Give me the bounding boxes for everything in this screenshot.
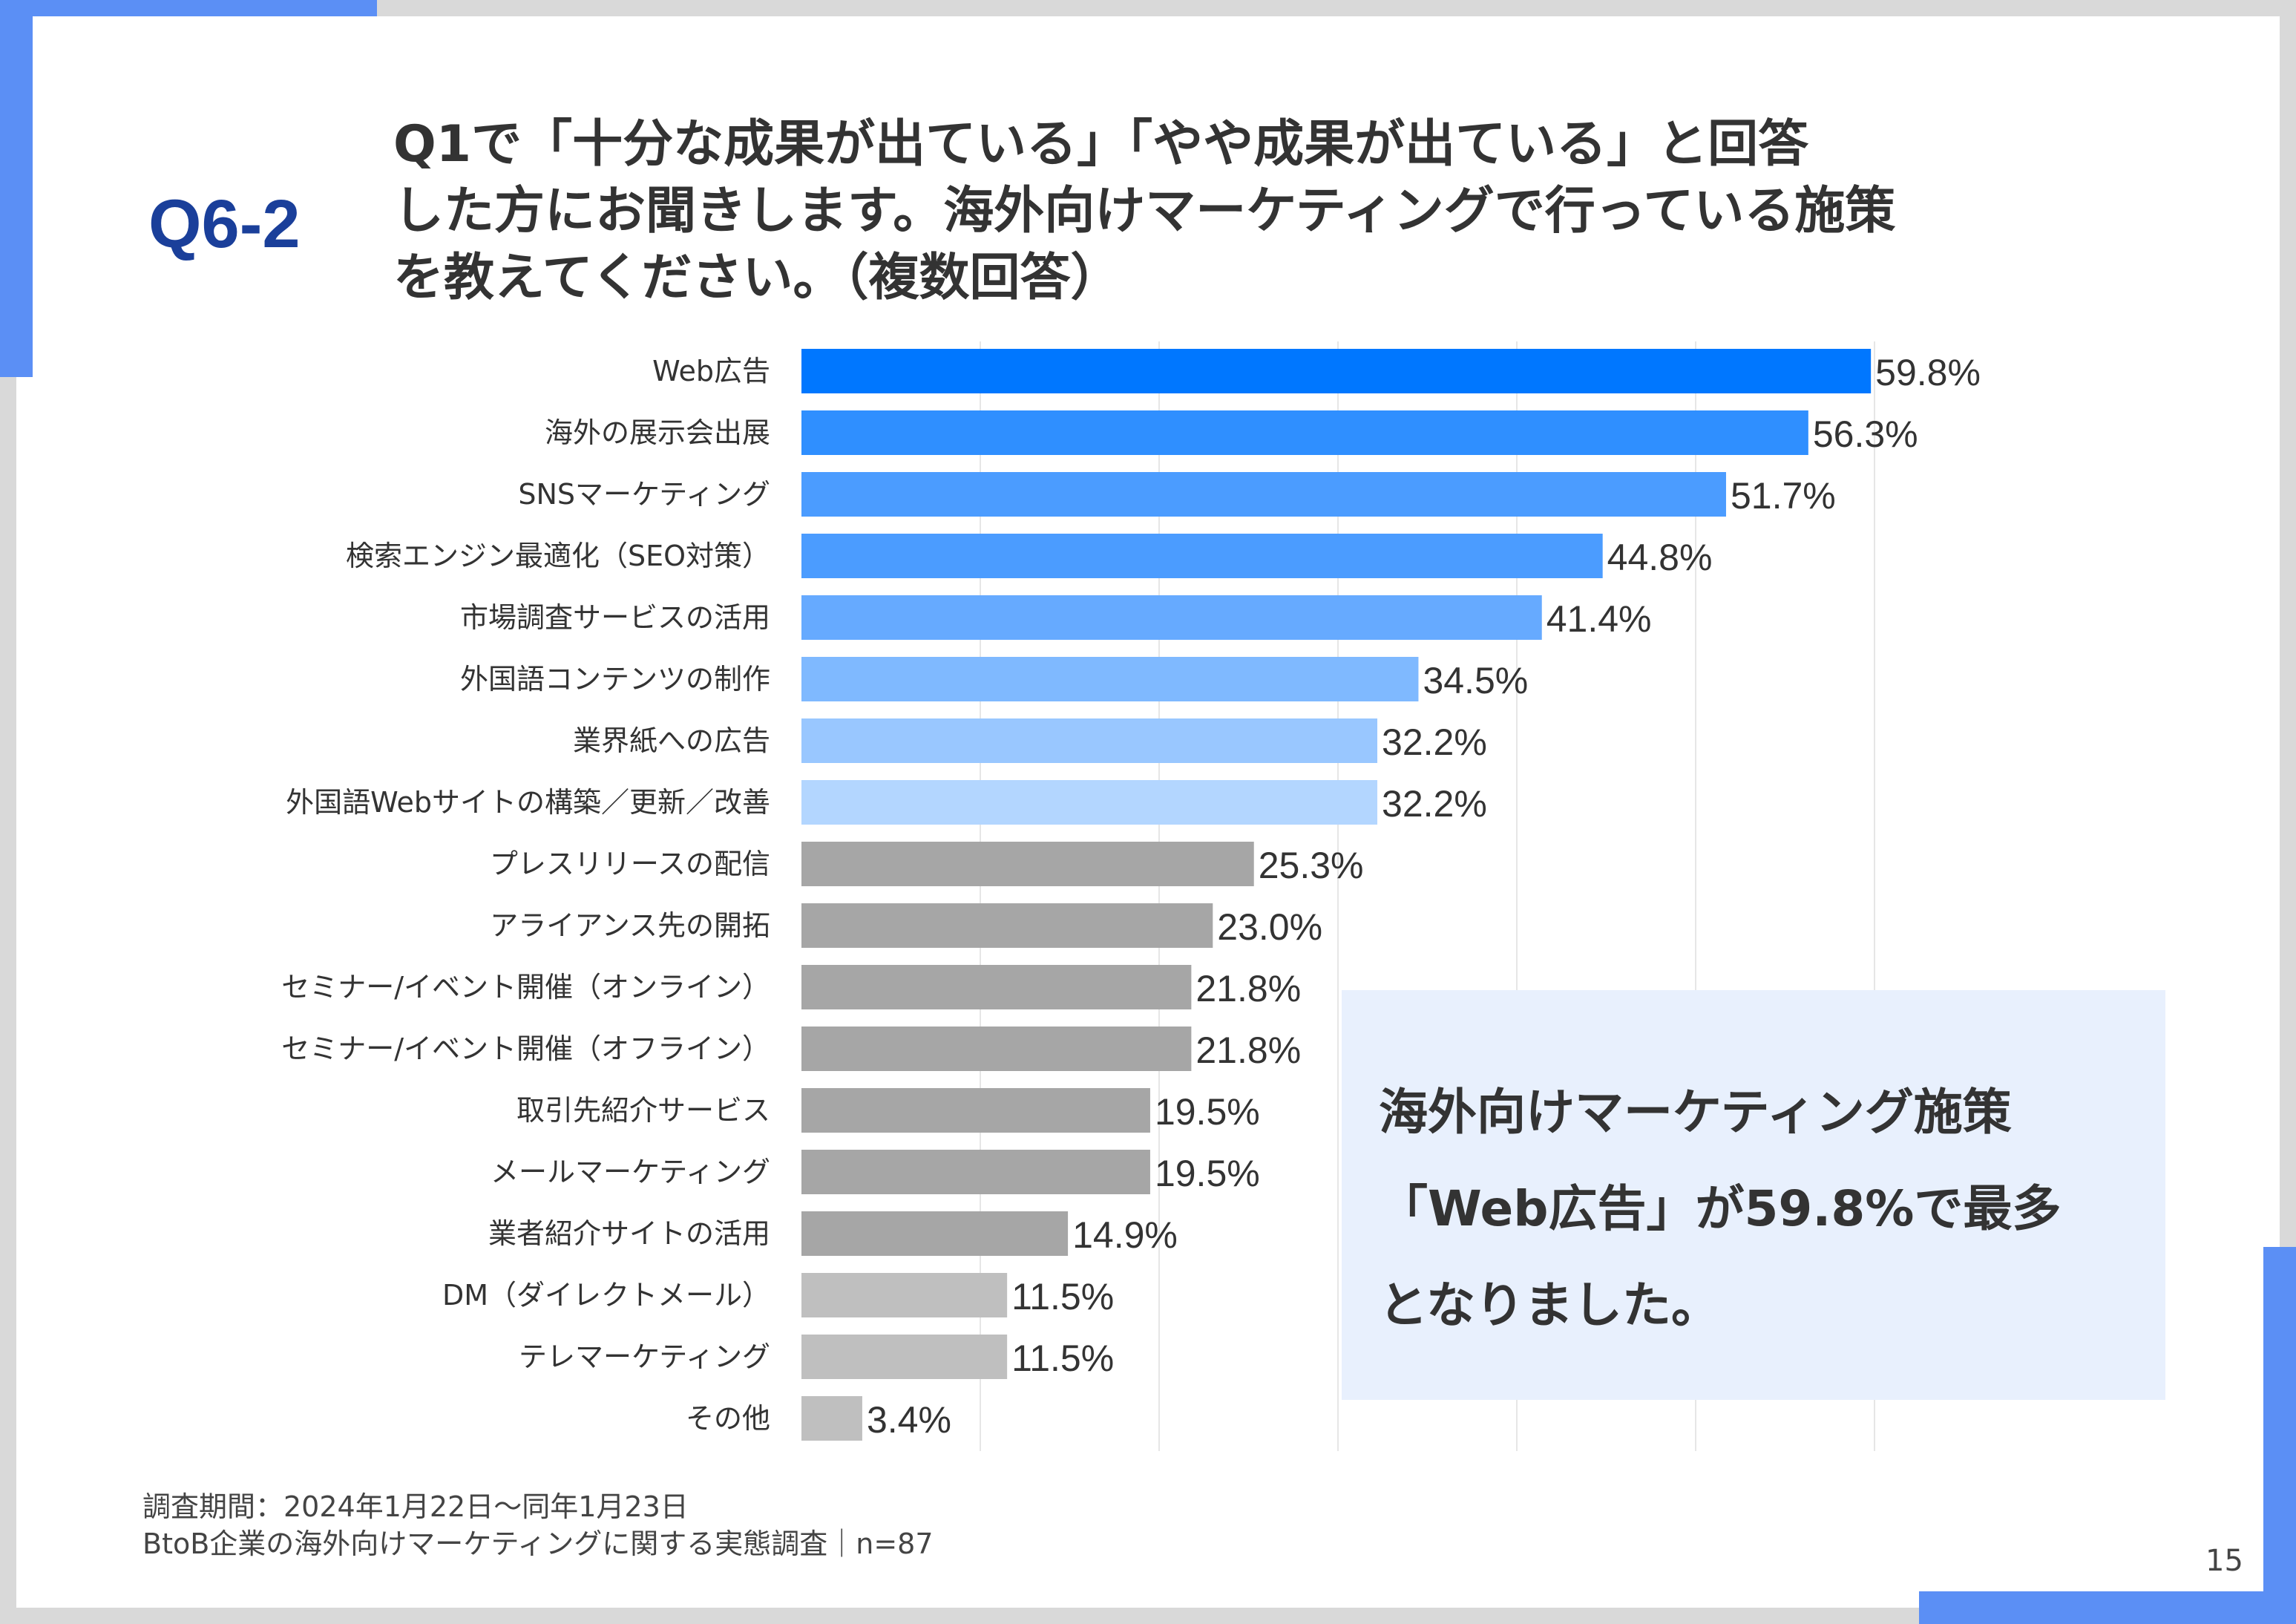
callout-line: 「Web広告」が59.8%で最多 [1379, 1180, 2062, 1237]
accent-top-left-horizontal [0, 0, 377, 16]
category-label: その他 [686, 1402, 770, 1435]
accent-top-left-vertical [0, 0, 33, 377]
value-label: 11.5% [1011, 1276, 1114, 1317]
value-label: 19.5% [1155, 1091, 1260, 1133]
question-line: を教えてください。（複数回答） [393, 249, 1121, 307]
question-line: Q1で「十分な成果が出ている」「やや成果が出ている」と回答 [393, 115, 1809, 174]
category-label: SNSマーケティング [518, 478, 770, 511]
callout-line: となりました。 [1379, 1277, 1721, 1334]
bar [801, 657, 1419, 701]
bar [801, 1150, 1150, 1194]
category-label: 外国語Webサイトの構築／更新／改善 [286, 786, 770, 819]
category-label: 市場調査サービスの活用 [460, 601, 770, 634]
callout-line: 海外向けマーケティング施策 [1379, 1084, 2012, 1141]
bar [801, 472, 1726, 517]
accent-bottom-right-vertical [2263, 1247, 2296, 1624]
value-label: 21.8% [1195, 1029, 1301, 1071]
callout-box: 海外向けマーケティング施策 「Web広告」が59.8%で最多 となりました。 [1342, 990, 2165, 1400]
value-label: 41.4% [1546, 598, 1652, 640]
bar [801, 1273, 1008, 1317]
category-label: Web広告 [652, 355, 770, 387]
accent-bottom-right-horizontal [1919, 1591, 2296, 1624]
category-label: プレスリリースの配信 [490, 848, 770, 880]
bar [801, 1396, 862, 1441]
value-label: 23.0% [1217, 906, 1322, 948]
question-text: Q1で「十分な成果が出ている」「やや成果が出ている」と回答 した方にお聞きします… [393, 111, 2100, 312]
category-label: 海外の展示会出展 [545, 416, 770, 449]
category-label: 業界紙への広告 [573, 724, 770, 757]
value-label: 34.5% [1423, 660, 1528, 701]
bar [801, 410, 1808, 455]
bar [801, 965, 1192, 1009]
category-label: メールマーケティング [491, 1156, 770, 1188]
value-label: 51.7% [1731, 475, 1836, 517]
bar [801, 1088, 1150, 1133]
category-label: 業者紹介サイトの活用 [488, 1217, 770, 1250]
survey-period: 調査期間：2024年1月22日〜同年1月23日 [142, 1490, 689, 1523]
bar [801, 718, 1378, 763]
question-number: Q6-2 [148, 186, 301, 262]
survey-title: BtoB企業の海外向けマーケティングに関する実態調査｜n=87 [142, 1528, 934, 1560]
bar [801, 534, 1603, 578]
category-label: 外国語コンテンツの制作 [460, 663, 770, 695]
page-number: 15 [2205, 1544, 2243, 1578]
bar [801, 903, 1213, 948]
category-label: アライアンス先の開拓 [490, 909, 770, 942]
callout-text: 海外向けマーケティング施策 「Web広告」が59.8%で最多 となりました。 [1379, 1064, 2151, 1354]
category-label: セミナー/イベント開催（オフライン） [281, 1032, 770, 1065]
bar [801, 780, 1378, 825]
value-label: 56.3% [1813, 413, 1918, 455]
category-label: セミナー/イベント開催（オンライン） [281, 971, 770, 1003]
value-label: 3.4% [867, 1399, 951, 1441]
bar [801, 1211, 1069, 1256]
bar [801, 349, 1872, 393]
value-label: 59.8% [1875, 352, 1981, 393]
question-line: した方にお聞きします。海外向けマーケティングで行っている施策 [393, 182, 1896, 240]
value-label: 25.3% [1259, 845, 1364, 886]
bar [801, 1027, 1192, 1071]
footnote: 調査期間：2024年1月22日〜同年1月23日 BtoB企業の海外向けマーケティ… [142, 1488, 934, 1562]
value-label: 44.8% [1607, 537, 1713, 578]
category-label: 取引先紹介サービス [516, 1094, 770, 1127]
value-label: 32.2% [1382, 721, 1487, 763]
category-label: DM（ダイレクトメール） [442, 1279, 770, 1312]
value-label: 14.9% [1072, 1214, 1178, 1256]
category-label: テレマーケティング [519, 1340, 770, 1373]
bar [801, 842, 1254, 886]
bar [801, 595, 1542, 640]
bar [801, 1335, 1008, 1379]
category-label: 検索エンジン最適化（SEO対策） [346, 540, 770, 572]
value-label: 21.8% [1195, 968, 1301, 1009]
value-label: 11.5% [1011, 1337, 1114, 1379]
value-label: 19.5% [1155, 1153, 1260, 1194]
value-label: 32.2% [1382, 783, 1487, 825]
